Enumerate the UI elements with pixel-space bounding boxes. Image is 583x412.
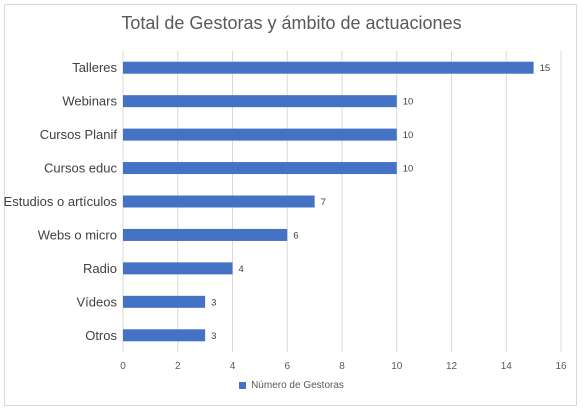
category-label: Webs o micro xyxy=(38,227,117,242)
x-tick-label: 8 xyxy=(339,361,345,372)
data-label: 10 xyxy=(403,97,414,108)
legend-label: Número de Gestoras xyxy=(251,380,344,391)
bar xyxy=(123,295,206,308)
x-tick-label: 2 xyxy=(175,361,181,372)
bar xyxy=(123,128,397,141)
bar xyxy=(123,262,233,275)
category-label: Talleres xyxy=(72,60,117,75)
x-tick-label: 12 xyxy=(446,361,458,372)
x-tick-label: 16 xyxy=(555,361,567,372)
category-label: Cursos educ xyxy=(44,161,117,176)
data-label: 6 xyxy=(293,230,298,241)
bar xyxy=(123,162,397,175)
x-tick-label: 4 xyxy=(230,361,236,372)
bar xyxy=(123,61,534,74)
chart-title: Total de Gestoras y ámbito de actuacione… xyxy=(121,13,462,33)
data-label: 7 xyxy=(321,197,326,208)
bar xyxy=(123,95,397,108)
category-label: Vídeos xyxy=(77,294,118,309)
data-label: 3 xyxy=(211,297,216,308)
category-label: Cursos Planif xyxy=(40,127,118,142)
legend-swatch xyxy=(239,382,247,389)
x-tick-label: 0 xyxy=(120,361,126,372)
category-label: Otros xyxy=(85,328,117,343)
bar xyxy=(123,195,315,208)
data-label: 4 xyxy=(239,264,244,275)
legend: Número de Gestoras xyxy=(0,380,583,391)
x-tick-label: 6 xyxy=(284,361,290,372)
x-tick-label: 10 xyxy=(391,361,403,372)
data-label: 15 xyxy=(540,63,551,74)
category-label: Webinars xyxy=(62,94,117,109)
category-label: Radio xyxy=(83,261,117,276)
data-label: 10 xyxy=(403,130,414,141)
bar xyxy=(123,228,288,241)
data-label: 10 xyxy=(403,164,414,175)
bar xyxy=(123,329,206,342)
category-label: Estudios o artículos xyxy=(4,194,118,209)
x-tick-label: 14 xyxy=(501,361,513,372)
data-label: 3 xyxy=(211,331,216,342)
